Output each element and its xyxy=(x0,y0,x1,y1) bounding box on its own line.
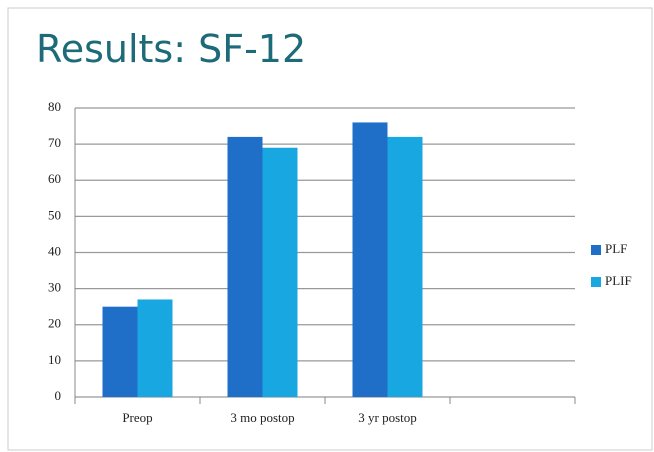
y-tick-label: 40 xyxy=(48,243,61,258)
legend-label: PLF xyxy=(605,241,627,256)
bar xyxy=(262,147,298,397)
legend-swatch xyxy=(591,277,601,287)
y-tick-label: 80 xyxy=(48,99,61,114)
chart-title: Results: SF-12 xyxy=(36,27,306,71)
bar xyxy=(137,299,173,397)
x-tick-label: 3 mo postop xyxy=(230,410,294,425)
x-tick-label: Preop xyxy=(122,410,152,425)
x-tick-label: 3 yr postop xyxy=(358,410,417,425)
y-tick-label: 10 xyxy=(48,352,61,367)
y-tick-label: 20 xyxy=(48,316,61,331)
y-tick-label: 50 xyxy=(48,207,61,222)
bar xyxy=(387,136,423,397)
y-tick-label: 70 xyxy=(48,135,61,150)
legend-label: PLIF xyxy=(605,273,632,288)
bar xyxy=(102,306,138,397)
y-tick-label: 30 xyxy=(48,280,61,295)
y-tick-label: 60 xyxy=(48,171,61,186)
bar xyxy=(227,136,263,397)
bar xyxy=(352,122,388,397)
legend-swatch xyxy=(591,245,601,255)
y-tick-label: 0 xyxy=(55,388,62,403)
